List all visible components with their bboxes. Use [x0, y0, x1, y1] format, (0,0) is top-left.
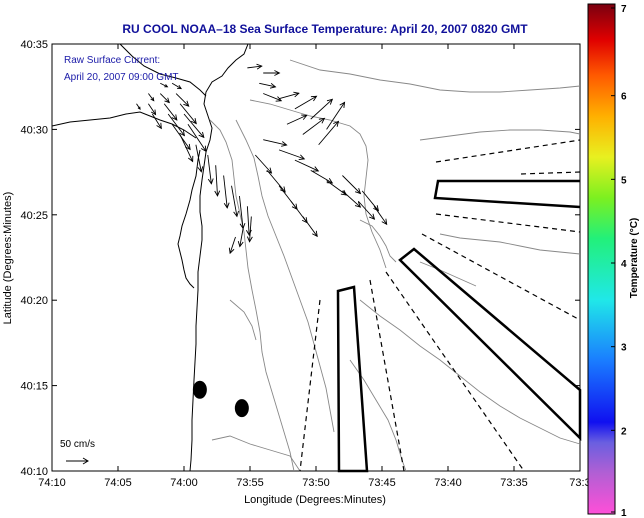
current-vector — [373, 205, 388, 226]
current-vector — [302, 216, 318, 238]
current-vector — [167, 113, 185, 137]
current-vector — [259, 82, 277, 89]
colorbar — [587, 3, 616, 515]
raritan-bay-contour — [51, 111, 197, 139]
x-tick-label: 73:35 — [500, 477, 528, 489]
station-site — [234, 399, 249, 418]
current-vector — [171, 82, 183, 90]
current-vector — [183, 113, 205, 139]
sandy-hook-outline — [177, 149, 201, 289]
current-vector — [357, 200, 376, 220]
y-tick-label: 40:25 — [20, 210, 48, 222]
x-tick-label: 73:55 — [236, 477, 264, 489]
current-vector — [175, 93, 190, 107]
current-vector — [318, 120, 340, 146]
current-vector — [286, 114, 308, 125]
colorbar-tick-label: 6 — [621, 92, 627, 103]
y-tick-label: 40:10 — [20, 466, 48, 478]
staten-island-outline — [119, 43, 207, 97]
current-vector — [148, 93, 155, 102]
current-vector — [278, 91, 300, 100]
colorbar-tick-label: 3 — [621, 343, 627, 354]
current-vector — [231, 185, 239, 218]
scale-vector-label: 50 cm/s — [60, 439, 95, 450]
y-tick-label: 40:15 — [20, 381, 48, 393]
current-vector — [263, 139, 288, 147]
current-vector — [326, 101, 346, 130]
current-vector — [160, 82, 169, 88]
radar-box-south — [336, 285, 369, 473]
current-vector — [247, 63, 263, 70]
colorbar-tick-label: 2 — [621, 426, 627, 437]
annotation-line-2: April 20, 2007 09:00 GMT — [64, 72, 179, 83]
current-vector — [148, 103, 157, 116]
current-vector — [294, 159, 320, 172]
y-tick-label: 40:30 — [20, 124, 48, 136]
station-site — [192, 380, 207, 399]
chart-title: RU COOL NOAA–18 Sea Surface Temperature:… — [122, 22, 528, 36]
current-vector — [179, 134, 194, 163]
current-vector — [159, 93, 170, 104]
current-vector — [310, 169, 334, 184]
current-vector — [187, 124, 207, 153]
current-vector — [246, 216, 253, 243]
current-vector — [237, 226, 244, 248]
current-vector — [151, 113, 162, 130]
x-tick-label: 73:40 — [434, 477, 462, 489]
current-vector — [294, 95, 318, 110]
colorbar-tick-label: 4 — [621, 259, 627, 270]
x-tick-label: 73:50 — [302, 477, 330, 489]
radar-box-east — [433, 179, 581, 209]
y-tick-label: 40:20 — [20, 295, 48, 307]
radar-radials — [299, 139, 581, 472]
current-vector — [195, 144, 204, 173]
y-axis-title: Latitude (Degrees:Minutes) — [2, 192, 14, 325]
scale-vector-arrow — [66, 457, 89, 465]
y-tick-label: 40:35 — [20, 39, 48, 51]
current-vector — [207, 154, 214, 185]
x-tick-label: 74:10 — [38, 477, 66, 489]
annotation-line-1: Raw Surface Current: — [64, 55, 160, 66]
current-vectors — [136, 63, 388, 255]
colorbar-tick-label: 1 — [621, 508, 627, 518]
current-vector — [342, 190, 362, 208]
current-vector — [223, 175, 230, 209]
radar-boxes — [336, 179, 582, 473]
colorbar-tick-label: 7 — [621, 4, 627, 15]
current-vector — [136, 103, 141, 110]
current-vector — [278, 149, 306, 160]
x-tick-label: 73:45 — [368, 477, 396, 489]
current-vector — [342, 175, 362, 195]
x-tick-label: 73:3 — [569, 477, 590, 489]
land-shoreline — [51, 43, 249, 472]
current-vector — [266, 170, 286, 193]
current-vector — [214, 165, 221, 197]
current-vector — [228, 236, 236, 255]
current-vector — [361, 190, 380, 212]
current-vector — [263, 70, 281, 76]
x-tick-label: 74:00 — [170, 477, 198, 489]
current-vector — [310, 98, 334, 120]
x-tick-label: 74:05 — [104, 477, 132, 489]
colorbar-tick-label: 5 — [621, 175, 627, 186]
colorbar-ticks: 1 2 3 4 5 6 7 — [611, 4, 627, 518]
colorbar-label: Temperature (°C) — [629, 218, 640, 299]
x-axis-title: Longitude (Degrees:Minutes) — [244, 494, 386, 506]
station-sites — [192, 380, 249, 418]
x-axis-ticks: 74:10 74:05 74:00 73:55 73:50 73:45 73:40 73:35… — [38, 44, 591, 489]
current-vector — [163, 103, 178, 121]
current-vector — [179, 103, 197, 125]
radar-box-diagonal — [398, 247, 582, 441]
y-axis-ticks: 40:10 40:15 40:20 40:25 40:30 40:35 — [20, 39, 580, 478]
current-vector — [302, 117, 326, 135]
current-vector — [263, 93, 283, 102]
